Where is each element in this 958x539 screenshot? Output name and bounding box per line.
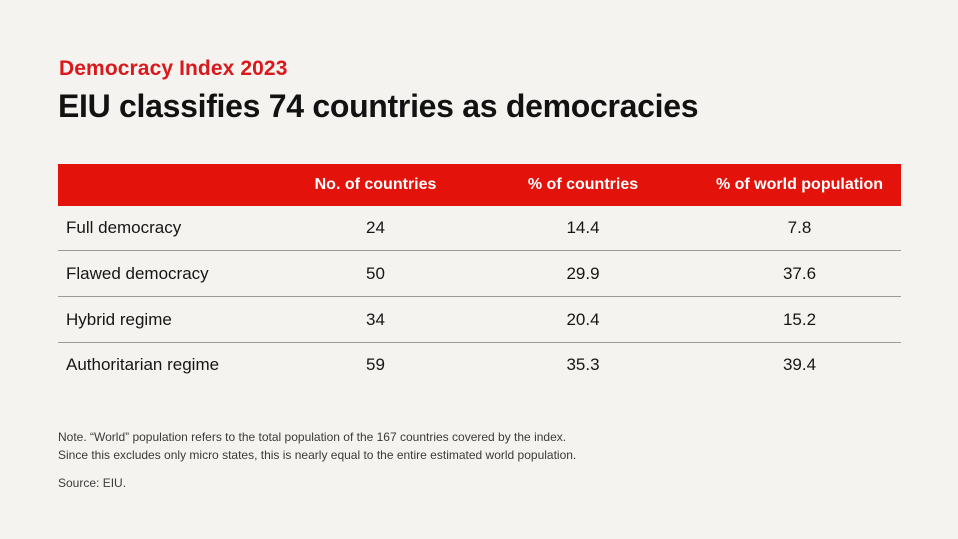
row-label: Hybrid regime xyxy=(66,309,172,329)
row-label: Flawed democracy xyxy=(66,263,209,283)
cell-pct-population: 7.8 xyxy=(787,218,812,237)
table-row: Full democracy 24 14.4 7.8 xyxy=(58,206,901,251)
row-label: Full democracy xyxy=(66,218,182,237)
cell-countries: 34 xyxy=(366,309,385,329)
cell-pct-population: 37.6 xyxy=(782,263,817,283)
note-line: Since this excludes only micro states, t… xyxy=(58,448,577,462)
table-row: Authoritarian regime 59 35.3 39.4 xyxy=(58,343,901,387)
cell-pct-population: 15.2 xyxy=(782,309,817,329)
header-cell-pct-countries: % of countries xyxy=(527,176,639,193)
header-cell-countries: No. of countries xyxy=(314,176,437,193)
chart-source: Source: EIU. xyxy=(58,476,127,490)
row-label: Authoritarian regime xyxy=(66,355,220,374)
table-row: Flawed democracy 50 29.9 37.6 xyxy=(58,251,901,297)
cell-pct-countries: 14.4 xyxy=(566,218,600,237)
data-table: No. of countries % of countries % of wor… xyxy=(58,164,901,387)
cell-pct-countries: 35.3 xyxy=(566,355,600,374)
header-cell-pct-population: % of world population xyxy=(715,176,884,193)
chart-note: Note. “World” population refers to the t… xyxy=(58,428,576,464)
chart-title: EIU classifies 74 countries as democraci… xyxy=(58,88,699,124)
cell-pct-countries: 20.4 xyxy=(566,309,600,329)
cell-countries: 24 xyxy=(366,218,385,237)
table-header-row: No. of countries % of countries % of wor… xyxy=(58,164,901,206)
cell-pct-population: 39.4 xyxy=(782,355,817,374)
chart-kicker: Democracy Index 2023 xyxy=(59,57,288,80)
note-line: Note. “World” population refers to the t… xyxy=(58,430,567,444)
cell-countries: 50 xyxy=(366,263,385,283)
cell-pct-countries: 29.9 xyxy=(566,263,600,283)
table-row: Hybrid regime 34 20.4 15.2 xyxy=(58,297,901,343)
cell-countries: 59 xyxy=(366,355,385,374)
